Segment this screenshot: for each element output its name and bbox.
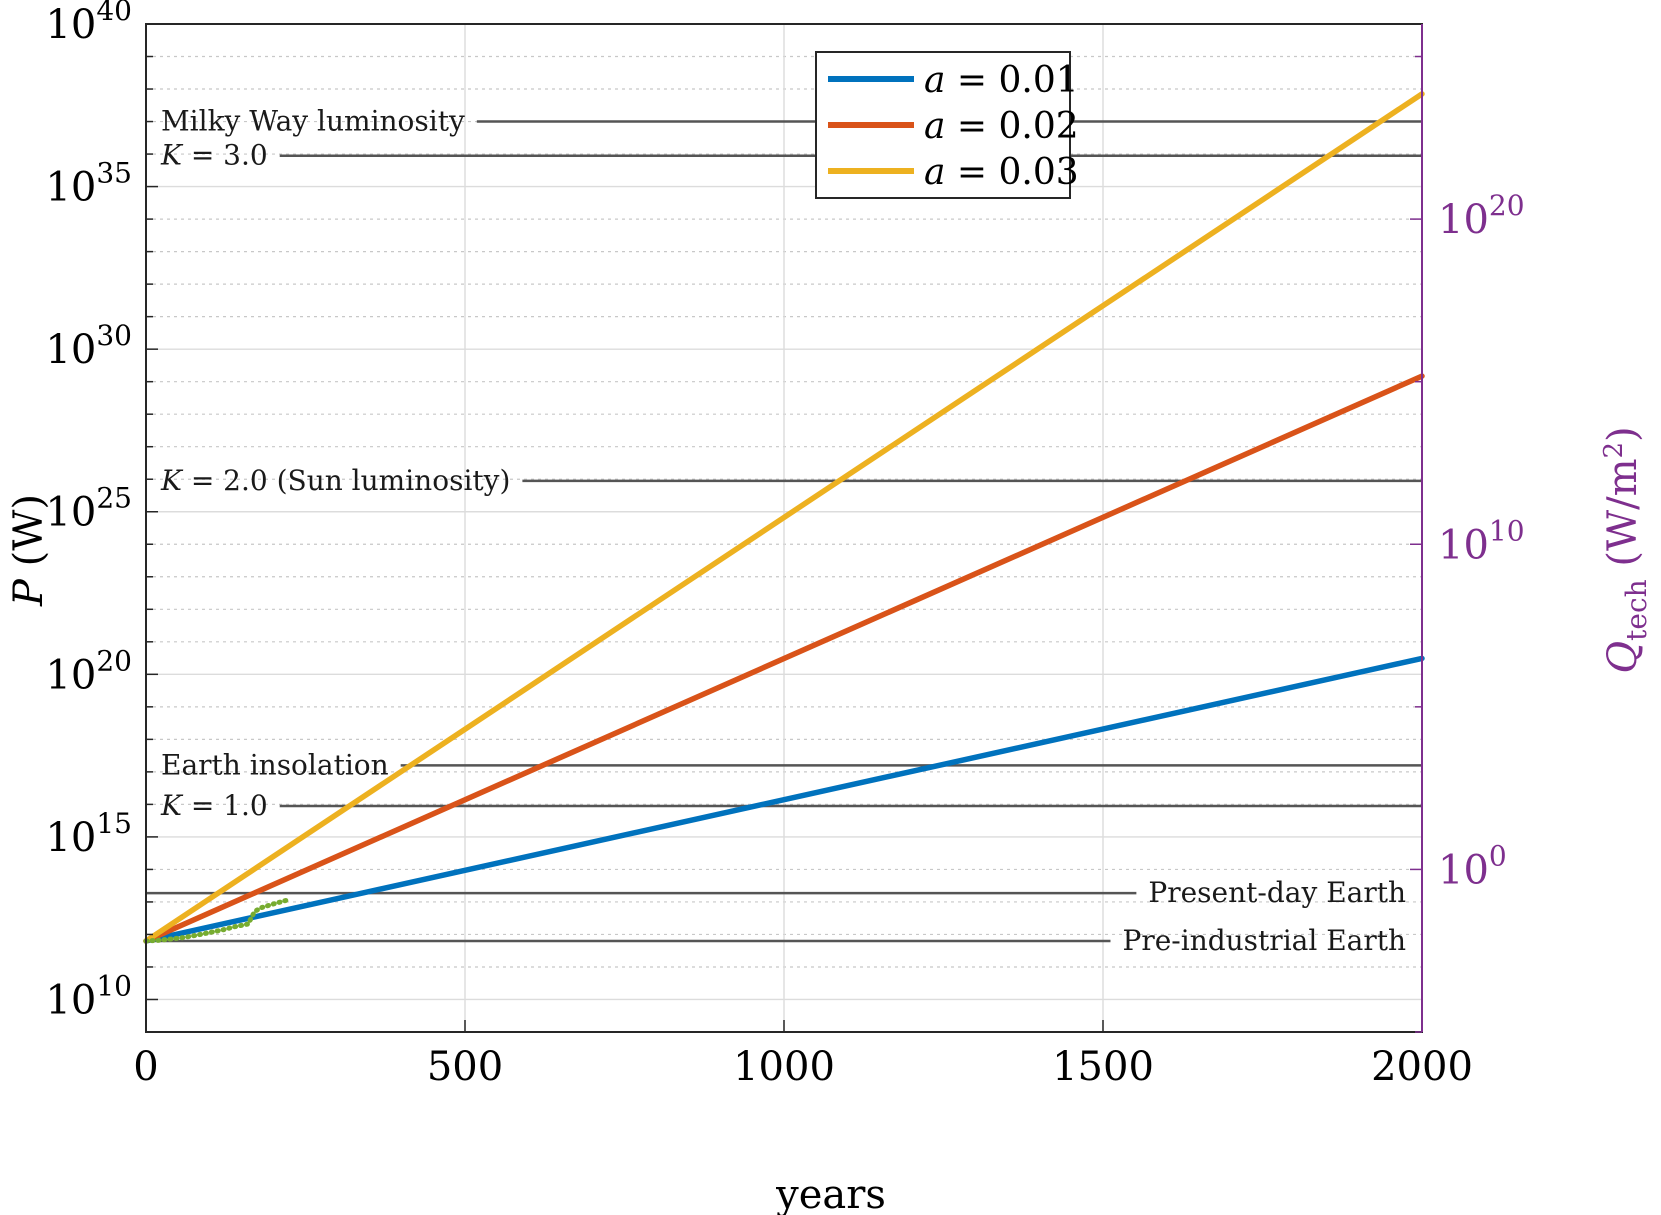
legend-entry: a = 0.02 bbox=[828, 106, 1079, 147]
legend-entry: a = 0.03 bbox=[828, 152, 1079, 193]
x-tick-label: 1000 bbox=[733, 1044, 835, 1090]
right-tick-label: 1010 bbox=[1438, 514, 1525, 568]
legend-label: a = 0.03 bbox=[924, 152, 1079, 193]
series-line-1 bbox=[143, 655, 1425, 944]
legend-entry: a = 0.01 bbox=[828, 60, 1079, 101]
reference-line-group: K = 3.0 bbox=[160, 139, 1422, 172]
y-axis-right-label: Qtech (W/m2) bbox=[1599, 426, 1653, 673]
legend-label: a = 0.02 bbox=[924, 106, 1079, 147]
y-tick-label: 1035 bbox=[45, 157, 132, 211]
y-tick-label: 1010 bbox=[45, 969, 132, 1023]
legend: a = 0.01 a = 0.02 a = 0.03 bbox=[815, 51, 1079, 199]
y-tick-label: 1025 bbox=[45, 482, 132, 536]
reference-line-label: K = 3.0 bbox=[160, 139, 268, 172]
reference-line-label: Milky Way luminosity bbox=[161, 105, 465, 138]
reference-line-group: Milky Way luminosity bbox=[161, 105, 1422, 138]
y-tick-label: 1020 bbox=[45, 644, 132, 698]
x-tick-label: 1500 bbox=[1052, 1044, 1154, 1090]
x-axis-label: years bbox=[775, 1172, 886, 1215]
reference-line-label: Earth insolation bbox=[161, 748, 389, 781]
reference-line-group: K = 2.0 (Sun luminosity) bbox=[160, 464, 1422, 497]
reference-line-group: Pre-industrial Earth bbox=[146, 924, 1406, 957]
y-axis-label: P (W) bbox=[6, 494, 52, 607]
y-tick-label: 1040 bbox=[45, 0, 132, 48]
y-tick-label: 1030 bbox=[45, 319, 132, 373]
legend-label: a = 0.01 bbox=[924, 60, 1079, 101]
x-tick-label: 500 bbox=[427, 1044, 503, 1090]
y-tick-label: 1015 bbox=[45, 807, 132, 861]
y-axis-right-title: Qtech (W/m2) bbox=[1599, 426, 1653, 673]
historical-data-series bbox=[143, 897, 289, 944]
reference-line-group: K = 1.0 bbox=[160, 789, 1422, 822]
right-tick-label: 100 bbox=[1438, 839, 1507, 893]
reference-line-label: K = 1.0 bbox=[160, 789, 268, 822]
x-axis-title: years bbox=[775, 1172, 886, 1215]
series-line-2 bbox=[143, 373, 1425, 944]
reference-line-group: Present-day Earth bbox=[146, 876, 1406, 909]
x-tick-label: 0 bbox=[133, 1044, 158, 1090]
x-tick-label: 2000 bbox=[1371, 1044, 1473, 1090]
data-series bbox=[143, 91, 1425, 944]
right-tick-label: 1020 bbox=[1438, 189, 1525, 243]
reference-line-label: Present-day Earth bbox=[1148, 876, 1406, 909]
axes: 1010 1015 1020 1025 1030 1035 1040 0 500 1000 1500… bbox=[45, 0, 1524, 1090]
reference-line-group: Earth insolation bbox=[161, 748, 1422, 781]
y-axis-title: P (W) bbox=[6, 494, 52, 607]
reference-line-label: Pre-industrial Earth bbox=[1122, 924, 1406, 957]
reference-line-label: K = 2.0 (Sun luminosity) bbox=[160, 464, 510, 497]
series-line-3 bbox=[143, 91, 1425, 944]
